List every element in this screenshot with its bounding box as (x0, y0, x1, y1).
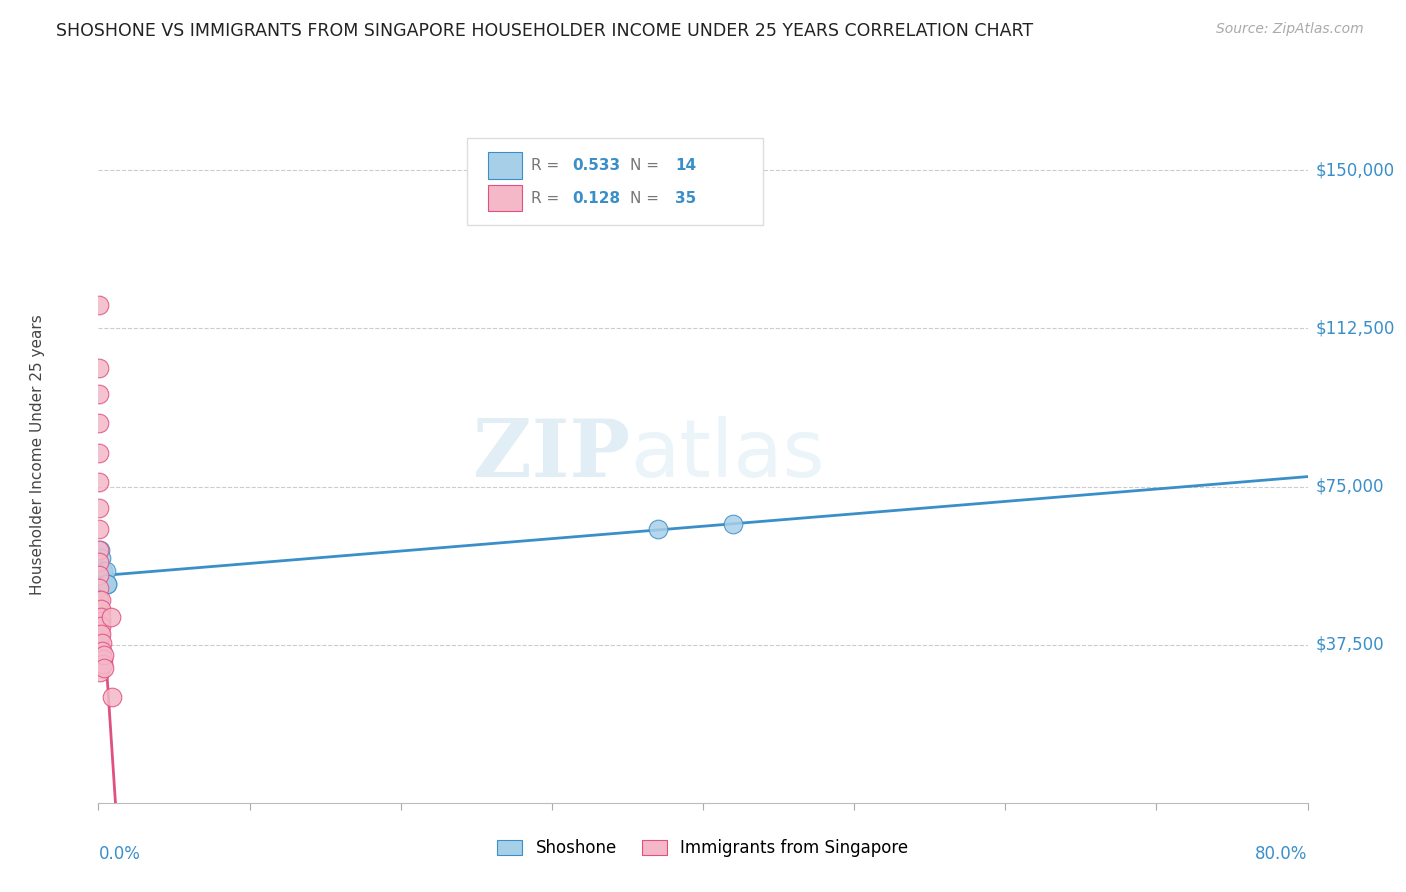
Point (91, 564, 114, 578)
FancyBboxPatch shape (467, 138, 763, 226)
Point (89, 581, 111, 595)
Legend: Shoshone, Immigrants from Singapore: Shoshone, Immigrants from Singapore (491, 833, 915, 864)
Point (89, 593, 111, 607)
Point (91, 644, 114, 658)
Text: $37,500: $37,500 (1315, 636, 1384, 654)
Point (96, 576, 118, 591)
Text: ZIP: ZIP (474, 416, 630, 494)
Point (100, 610, 122, 624)
Point (89, 556, 111, 570)
Text: $75,000: $75,000 (1315, 477, 1384, 496)
Point (89, 648, 111, 663)
Point (90, 618, 112, 632)
Text: 14: 14 (675, 158, 696, 173)
Point (90, 602, 112, 616)
Point (90, 593, 112, 607)
Text: Householder Income Under 25 years: Householder Income Under 25 years (31, 315, 45, 595)
Point (87, 446, 110, 460)
Point (90, 627, 112, 641)
Point (90, 551, 112, 566)
Point (89, 640, 111, 654)
Point (90, 564, 112, 578)
Text: Source: ZipAtlas.com: Source: ZipAtlas.com (1216, 22, 1364, 37)
Point (89, 522, 111, 536)
Point (89, 568, 111, 582)
Text: 0.533: 0.533 (572, 158, 620, 173)
Text: $112,500: $112,500 (1315, 319, 1395, 337)
Point (89, 665, 111, 679)
Point (93, 576, 115, 591)
Point (93, 576, 115, 591)
Text: 0.0%: 0.0% (98, 845, 141, 863)
Text: R =: R = (531, 158, 564, 173)
Point (91, 576, 114, 591)
Point (89, 542, 111, 557)
Point (87, 298, 110, 312)
Point (96, 576, 118, 591)
Point (94, 576, 117, 591)
Text: 0.128: 0.128 (572, 191, 620, 206)
Point (93, 648, 115, 663)
Point (87, 500, 110, 515)
Point (89, 632, 111, 646)
Text: N =: N = (630, 158, 664, 173)
Point (94, 564, 117, 578)
Point (91, 657, 114, 671)
Point (721, 517, 744, 532)
Point (87, 417, 110, 431)
Text: R =: R = (531, 191, 564, 206)
Text: atlas: atlas (630, 416, 825, 494)
Text: 80.0%: 80.0% (1256, 845, 1308, 863)
Text: N =: N = (630, 191, 664, 206)
Point (101, 690, 124, 705)
Text: $150,000: $150,000 (1315, 161, 1395, 179)
Point (87, 361, 110, 376)
Text: 35: 35 (675, 191, 696, 206)
Point (90, 576, 112, 591)
Point (91, 652, 114, 666)
Point (93, 661, 115, 675)
Text: SHOSHONE VS IMMIGRANTS FROM SINGAPORE HOUSEHOLDER INCOME UNDER 25 YEARS CORRELAT: SHOSHONE VS IMMIGRANTS FROM SINGAPORE HO… (56, 22, 1033, 40)
Point (91, 635, 114, 649)
Point (90, 610, 112, 624)
Point (89, 606, 111, 620)
Point (647, 522, 669, 536)
Point (89, 623, 111, 637)
Point (89, 615, 111, 629)
Point (87, 475, 110, 490)
Point (89, 542, 111, 557)
Point (87, 386, 110, 401)
FancyBboxPatch shape (488, 185, 522, 211)
Point (89, 657, 111, 671)
Point (90, 615, 112, 629)
FancyBboxPatch shape (488, 153, 522, 178)
